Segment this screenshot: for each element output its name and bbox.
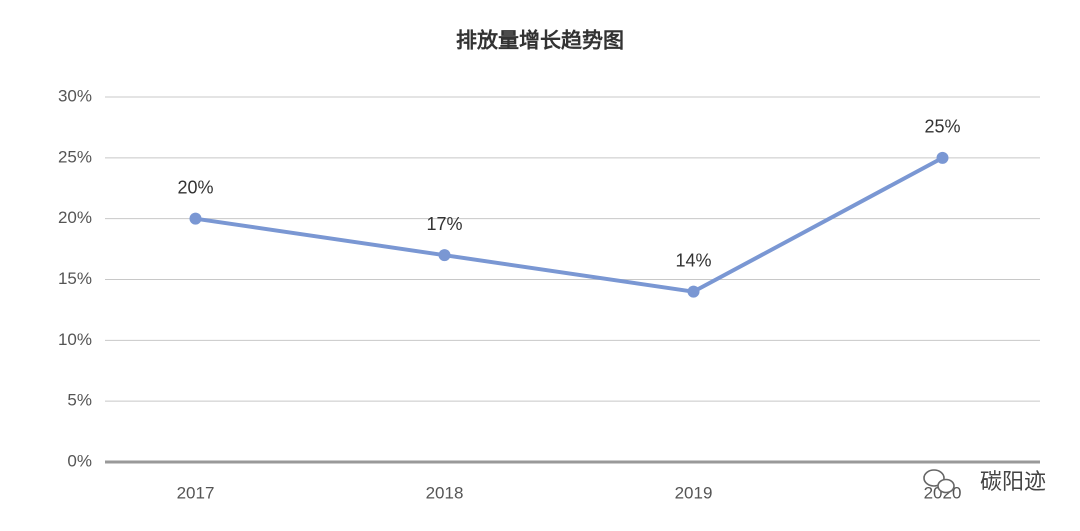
- point: [687, 285, 700, 298]
- y-tick-label: 10%: [58, 330, 92, 349]
- x-tick-label: 2018: [426, 483, 464, 502]
- y-tick-label: 20%: [58, 208, 92, 227]
- y-tick-label: 5%: [67, 391, 92, 410]
- y-tick-label: 25%: [58, 147, 92, 166]
- y-tick-label: 15%: [58, 269, 92, 288]
- data-label: 14%: [675, 250, 711, 270]
- x-tick-label: 2017: [177, 483, 215, 502]
- y-tick-label: 0%: [67, 451, 92, 470]
- data-label: 25%: [924, 117, 960, 137]
- point: [189, 212, 202, 225]
- point: [438, 249, 451, 262]
- y-tick-label: 30%: [58, 86, 92, 105]
- point: [936, 151, 949, 164]
- x-tick-label: 2019: [675, 483, 713, 502]
- watermark: 碳阳迹: [980, 469, 1046, 494]
- chart-title: 排放量增长趋势图: [456, 29, 624, 53]
- line: [195, 156, 944, 294]
- data-label: 17%: [426, 214, 462, 234]
- data-label: 20%: [177, 177, 213, 197]
- wechat-icon: [923, 469, 955, 494]
